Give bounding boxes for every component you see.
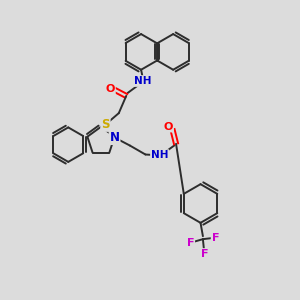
Text: F: F	[187, 238, 194, 248]
Text: N: N	[110, 131, 119, 144]
Text: NH: NH	[134, 76, 151, 86]
Text: O: O	[106, 84, 115, 94]
Text: O: O	[164, 122, 173, 132]
Text: F: F	[212, 233, 219, 243]
Text: F: F	[201, 249, 208, 259]
Text: NH: NH	[151, 150, 169, 160]
Text: S: S	[101, 118, 110, 131]
